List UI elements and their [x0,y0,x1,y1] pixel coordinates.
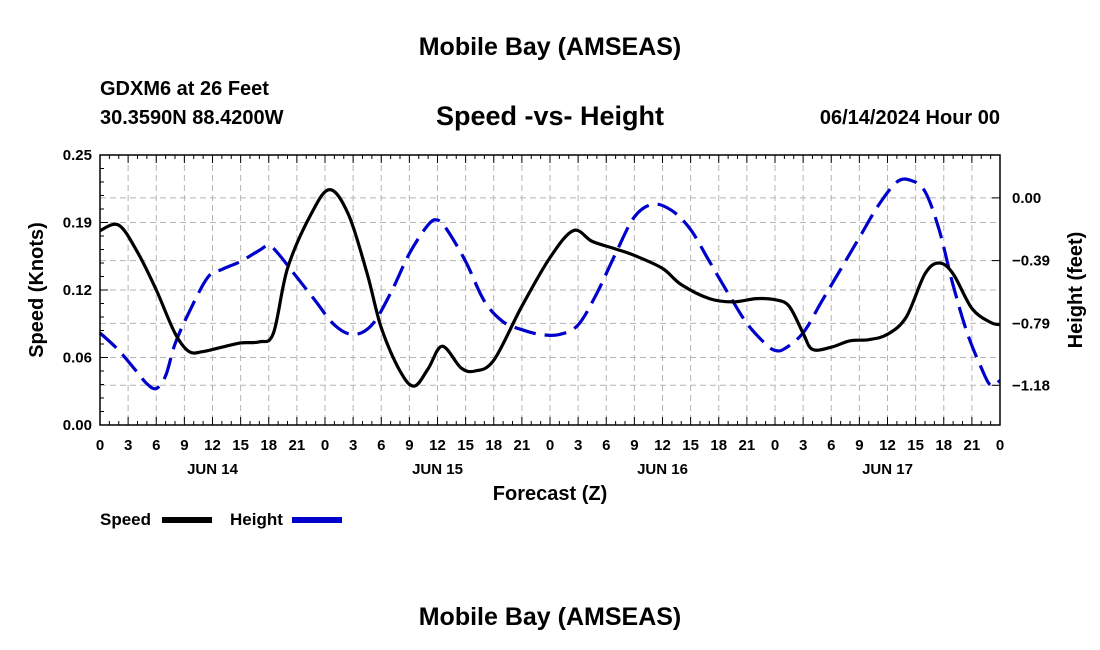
x-tick-label: 15 [457,437,474,454]
x-day-label: JUN 14 [187,461,239,478]
x-tick-label: 0 [321,437,329,454]
y-right-tick-label: 0.00 [1012,190,1041,207]
run-time-label: 06/14/2024 Hour 00 [820,107,1000,129]
y-axis-right-title: Height (feet) [1065,232,1087,349]
series-line-speed [99,188,1001,388]
x-tick-label: 12 [204,437,221,454]
location-label: 30.3590N 88.4200W [100,107,284,129]
y-right-tick-label: −0.39 [1012,253,1050,270]
x-tick-label: 3 [574,437,582,454]
x-tick-label: 3 [124,437,132,454]
x-tick-label: 0 [771,437,779,454]
chart-title: Mobile Bay (AMSEAS) [419,33,682,61]
y-left-tick-label: 0.12 [63,282,92,299]
chart-subtitle: Speed -vs- Height [436,101,664,131]
legend-label-height: Height [230,510,283,529]
x-tick-label: 21 [739,437,756,454]
x-tick-label: 18 [935,437,952,454]
x-tick-label: 15 [682,437,699,454]
legend-label-speed: Speed [100,510,151,529]
footer-title: Mobile Bay (AMSEAS) [419,603,682,631]
x-tick-label: 21 [964,437,981,454]
grid-lines [100,155,1000,425]
x-tick-label: 21 [514,437,531,454]
x-tick-label: 0 [546,437,554,454]
x-tick-label: 15 [907,437,924,454]
y-right-tick-label: −0.79 [1012,315,1050,332]
x-tick-label: 3 [799,437,807,454]
data-series [98,177,1001,391]
x-tick-label: 18 [260,437,277,454]
station-label: GDXM6 at 26 Feet [100,78,269,100]
x-tick-label: 6 [152,437,160,454]
y-left-tick-label: 0.06 [63,350,92,367]
y-left-tick-label: 0.00 [63,417,92,434]
x-tick-label: 6 [377,437,385,454]
x-tick-label: 3 [349,437,357,454]
x-tick-label: 18 [710,437,727,454]
y-axis-left-title: Speed (Knots) [26,222,48,358]
x-tick-label: 6 [827,437,835,454]
x-tick-label: 9 [405,437,413,454]
x-tick-label: 6 [602,437,610,454]
x-tick-label: 18 [485,437,502,454]
x-tick-label: 12 [654,437,671,454]
y-left-tick-label: 0.25 [63,147,92,164]
legend: Speed Height [100,510,342,529]
axis-ticks: 0 3 6 9 12 15 18 21 0 3 6 9 12 15 18 21 0 3 6 9 12 15 18 21 0 3 6 9… [63,147,1050,478]
y-left-tick-label: 0.19 [63,215,92,232]
x-day-label: JUN 15 [412,461,463,478]
x-tick-label: 12 [429,437,446,454]
x-day-label: JUN 16 [637,461,688,478]
x-tick-label: 0 [96,437,104,454]
x-tick-label: 9 [855,437,863,454]
x-tick-label: 0 [996,437,1004,454]
x-tick-label: 9 [180,437,188,454]
x-tick-label: 12 [879,437,896,454]
x-axis-title: Forecast (Z) [493,483,607,505]
y-right-tick-label: −1.18 [1012,377,1050,394]
x-tick-label: 9 [630,437,638,454]
series-line-height [98,177,1001,391]
x-tick-label: 15 [232,437,249,454]
x-day-label: JUN 17 [862,461,913,478]
x-tick-label: 21 [289,437,306,454]
